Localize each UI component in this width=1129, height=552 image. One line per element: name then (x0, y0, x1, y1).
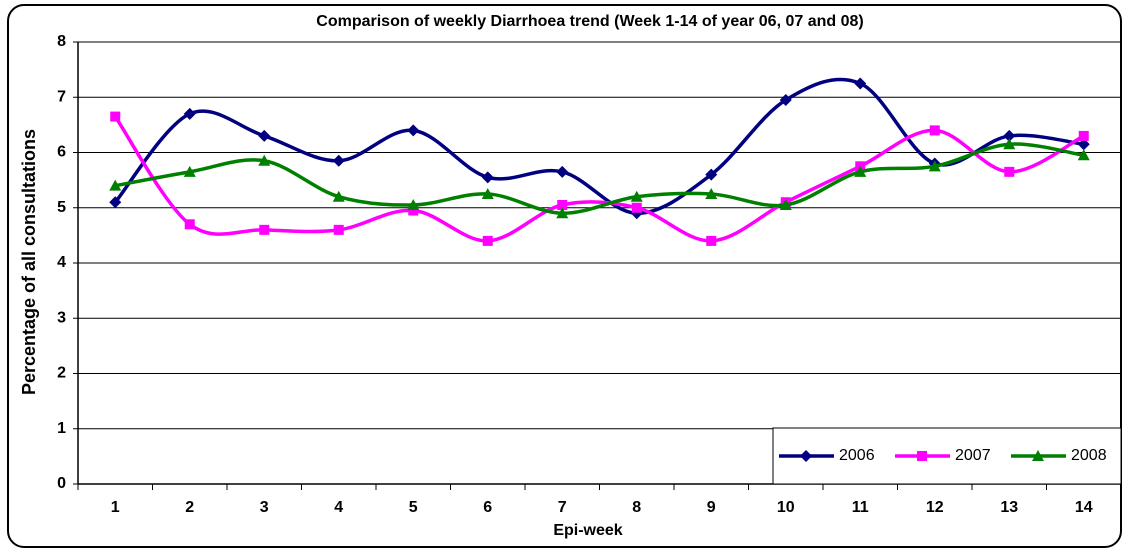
marker (332, 154, 345, 167)
y-tick-label: 0 (57, 475, 66, 492)
marker (800, 450, 812, 462)
marker (332, 190, 345, 202)
x-tick-label: 8 (632, 499, 641, 516)
marker (1003, 129, 1016, 142)
y-tick-label: 5 (57, 199, 66, 216)
x-tick-label: 14 (1075, 499, 1093, 516)
marker (854, 165, 867, 177)
x-tick-label: 7 (558, 499, 567, 516)
marker (110, 111, 121, 122)
marker (333, 224, 344, 235)
chart-frame (7, 4, 1122, 548)
marker (631, 202, 642, 213)
y-tick-label: 2 (57, 365, 66, 382)
x-tick-label: 11 (852, 499, 869, 516)
marker (705, 168, 718, 181)
marker (258, 129, 271, 142)
marker (779, 94, 792, 107)
marker (109, 179, 122, 191)
x-tick-label: 2 (185, 499, 194, 516)
marker (1077, 149, 1090, 161)
marker (557, 199, 568, 210)
marker (1078, 130, 1089, 141)
marker (630, 190, 643, 202)
y-tick-label: 1 (57, 420, 66, 437)
marker (917, 451, 927, 461)
y-tick-label: 8 (57, 33, 66, 50)
marker (407, 124, 420, 137)
marker (408, 205, 419, 216)
marker (258, 154, 271, 166)
y-tick-label: 6 (57, 144, 66, 161)
marker (706, 235, 717, 246)
marker (556, 165, 569, 178)
marker (259, 224, 270, 235)
legend-label: 2006 (839, 447, 875, 464)
marker (1003, 138, 1016, 150)
marker (482, 235, 493, 246)
x-tick-label: 9 (707, 499, 716, 516)
marker (481, 171, 494, 184)
marker (1004, 166, 1015, 177)
x-tick-label: 1 (111, 499, 120, 516)
x-tick-label: 5 (409, 499, 418, 516)
x-axis-label: Epi-week (553, 522, 622, 539)
y-tick-label: 4 (57, 254, 66, 271)
x-tick-label: 6 (483, 499, 492, 516)
marker (928, 160, 941, 172)
marker (407, 198, 420, 210)
marker (183, 165, 196, 177)
x-tick-label: 13 (1000, 499, 1018, 516)
marker (109, 196, 122, 209)
marker (556, 207, 569, 219)
y-axis-label: Percentage of all consultations (19, 129, 39, 395)
marker (1032, 450, 1044, 461)
marker (183, 107, 196, 120)
marker (481, 187, 494, 199)
marker (184, 219, 195, 230)
legend-label: 2007 (955, 447, 991, 464)
x-tick-label: 4 (334, 499, 343, 516)
x-tick-label: 3 (260, 499, 269, 516)
x-tick-label: 10 (777, 499, 795, 516)
marker (929, 125, 940, 136)
marker (1077, 138, 1090, 151)
series-line (114, 142, 1085, 216)
x-tick-label: 12 (926, 499, 944, 516)
marker (705, 187, 718, 199)
marker (779, 198, 792, 210)
y-tick-label: 7 (57, 88, 66, 105)
y-tick-label: 3 (57, 309, 66, 326)
marker (854, 77, 867, 90)
legend-label: 2008 (1071, 447, 1107, 464)
chart-title: Comparison of weekly Diarrhoea trend (We… (316, 13, 863, 30)
